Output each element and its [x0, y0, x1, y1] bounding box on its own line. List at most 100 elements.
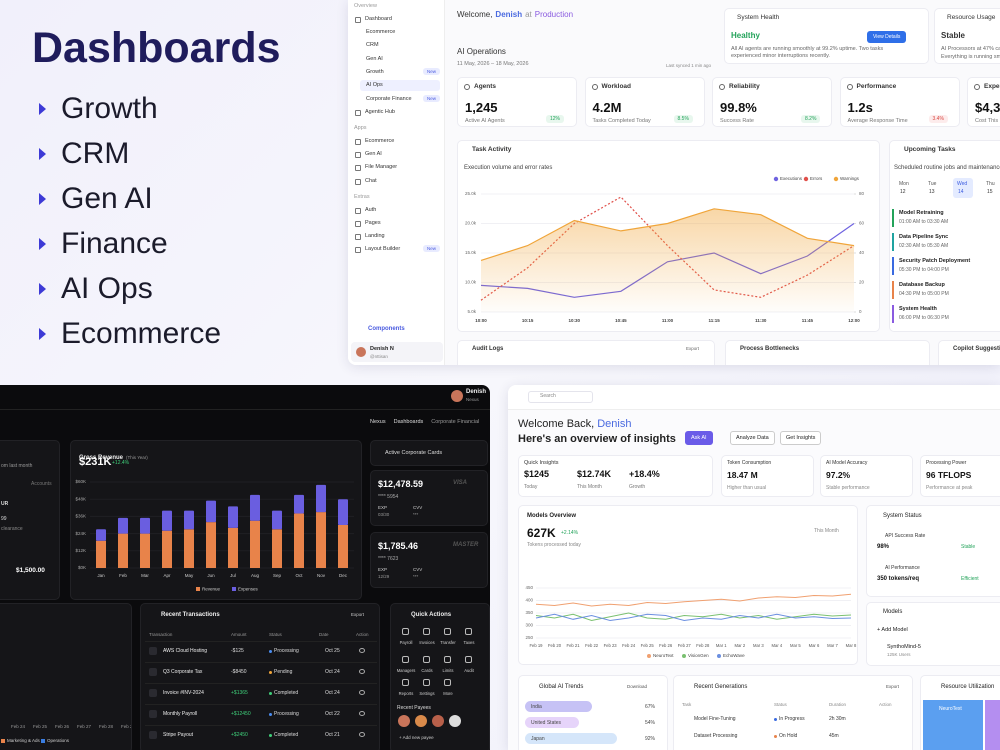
y-tick-label: $60K: [75, 479, 86, 484]
insight-label: Today: [524, 484, 538, 490]
export-button[interactable]: Export: [351, 612, 365, 617]
value: 12/29: [378, 574, 390, 579]
legend-swatch: [682, 654, 686, 658]
view-action[interactable]: [359, 690, 365, 695]
quick-action-icon[interactable]: [465, 628, 472, 635]
view-action[interactable]: [359, 669, 365, 674]
bar-segment: [272, 510, 282, 530]
legend-label: Operations: [47, 738, 70, 743]
quick-action-icon[interactable]: [423, 628, 430, 635]
kpi-label: Average Response Time: [847, 118, 908, 124]
x-tick-label: Feb 19: [529, 643, 543, 648]
status-state: Efficient: [961, 576, 979, 582]
action-button[interactable]: Ask AI: [685, 431, 713, 445]
status-dot: [774, 734, 777, 738]
quick-action-icon[interactable]: [423, 679, 430, 686]
quick-action-label: Settings: [419, 691, 435, 696]
add-payee[interactable]: + Add new payee: [399, 735, 434, 740]
icon: [355, 152, 361, 158]
view-action[interactable]: [359, 732, 365, 737]
card-title: Active Corporate Cards: [385, 450, 443, 456]
task-name: Model Fine-Tuning: [694, 716, 736, 722]
quick-action-icon[interactable]: [465, 656, 472, 663]
metric-value: 18.47 M: [727, 470, 758, 480]
action-button[interactable]: Analyze Data: [730, 431, 775, 445]
quick-action-icon[interactable]: [402, 628, 409, 635]
nav-item: File Manager: [365, 164, 398, 170]
summary-text: $1,500.00: [16, 567, 45, 574]
action-button[interactable]: Get Insights: [780, 431, 822, 445]
legend-swatch: [196, 587, 200, 591]
summary-card: om last month Accounts UR 99 clearance $1,500…: [0, 440, 60, 600]
column-header: Date: [319, 632, 329, 637]
country: Japan: [531, 736, 545, 742]
metric-value: 97.2%: [826, 470, 851, 480]
y-tick-label: 450: [525, 585, 533, 590]
y-tick-label: 5.0k: [467, 309, 476, 314]
icon: [355, 221, 361, 227]
bottom-card: Process Bottlenecks: [725, 340, 930, 365]
icon: [355, 234, 361, 240]
add-model[interactable]: + Add Model: [877, 627, 908, 633]
icon: [846, 84, 853, 90]
quick-action-label: Audit: [464, 668, 474, 673]
download-button[interactable]: Download: [627, 684, 648, 689]
x-tick-label: Mar 2: [734, 643, 745, 648]
bar-segment: [162, 530, 172, 568]
quick-action-icon[interactable]: [444, 679, 451, 686]
bar-segment: [162, 510, 172, 531]
corporate-card: $12,478.59 VISA **** 5954 EXP 03/30 CVV ***: [370, 470, 488, 526]
metric-value: 96 TFLOPS: [926, 470, 972, 480]
y-tick-label: 350: [525, 610, 533, 615]
global-trends-card: Global AI Trends Download India 67% United S…: [518, 675, 668, 750]
x-tick-label: Nov: [317, 573, 326, 578]
x-tick-label: 11:30: [755, 318, 767, 323]
insight-label: This Month: [577, 484, 602, 490]
text: Denish: [495, 10, 523, 19]
chart: $0K $12K $24K $36K $48K $60K Jan Feb Mar Apr May Ju…: [75, 479, 354, 592]
icon: [355, 17, 361, 23]
kpi-title: Expenses: [984, 83, 1000, 90]
day-date: 14: [958, 189, 964, 195]
view-details-button[interactable]: View Details: [867, 31, 907, 43]
chart: 250 300 350 400 450 Feb 19 Feb 20 Feb 21 Feb 22 F…: [525, 585, 857, 658]
quick-action-icon[interactable]: [402, 679, 409, 686]
user-name: Denish: [466, 389, 487, 395]
bar-segment: [184, 529, 194, 568]
y2-tick-label: 0: [859, 309, 862, 314]
series-line: [535, 613, 852, 622]
amount: -$8450: [231, 669, 247, 675]
search-placeholder: Search: [540, 393, 556, 399]
export-button[interactable]: Export: [886, 684, 900, 689]
metric-card: Processing Power 96 TFLOPS Performance at …: [920, 455, 1000, 497]
quick-action-label: Transfer: [440, 640, 456, 645]
bar-segment: [338, 525, 348, 568]
bar-segment: [118, 533, 128, 568]
status-dot: [269, 691, 272, 695]
transaction-name: Monthly Payroll: [163, 711, 198, 717]
export-button[interactable]: Export: [686, 346, 700, 351]
quick-action-icon[interactable]: [423, 656, 430, 663]
quick-action-icon[interactable]: [444, 628, 451, 635]
icon: [149, 647, 157, 655]
nav-item: CRM: [366, 42, 379, 48]
legend-label: Errors: [810, 176, 823, 181]
bar-segment: [118, 517, 128, 534]
hero-item: AI Ops: [61, 272, 153, 305]
chart: [39, 148, 46, 160]
status-dot: [269, 712, 272, 716]
quick-action-icon[interactable]: [402, 656, 409, 663]
chart: 5.0k 10.0k 15.0k 20.0k 25.0k 0 20 40 60 80 10:00 10…: [465, 176, 865, 323]
treemap-cell: [985, 700, 1000, 750]
icon: [149, 689, 157, 697]
quick-action-icon[interactable]: [444, 656, 451, 663]
icon: [355, 208, 361, 214]
task-activity-card: Task Activity Execution volume and error …: [457, 140, 880, 332]
column-header: Status: [269, 632, 282, 637]
cell-label: NeuroText: [939, 706, 962, 712]
status: Healthy: [731, 31, 760, 40]
y-tick-label: 10.0k: [465, 280, 477, 285]
view-action[interactable]: [359, 711, 365, 716]
topbar: [508, 385, 1000, 410]
view-action[interactable]: [359, 648, 365, 653]
